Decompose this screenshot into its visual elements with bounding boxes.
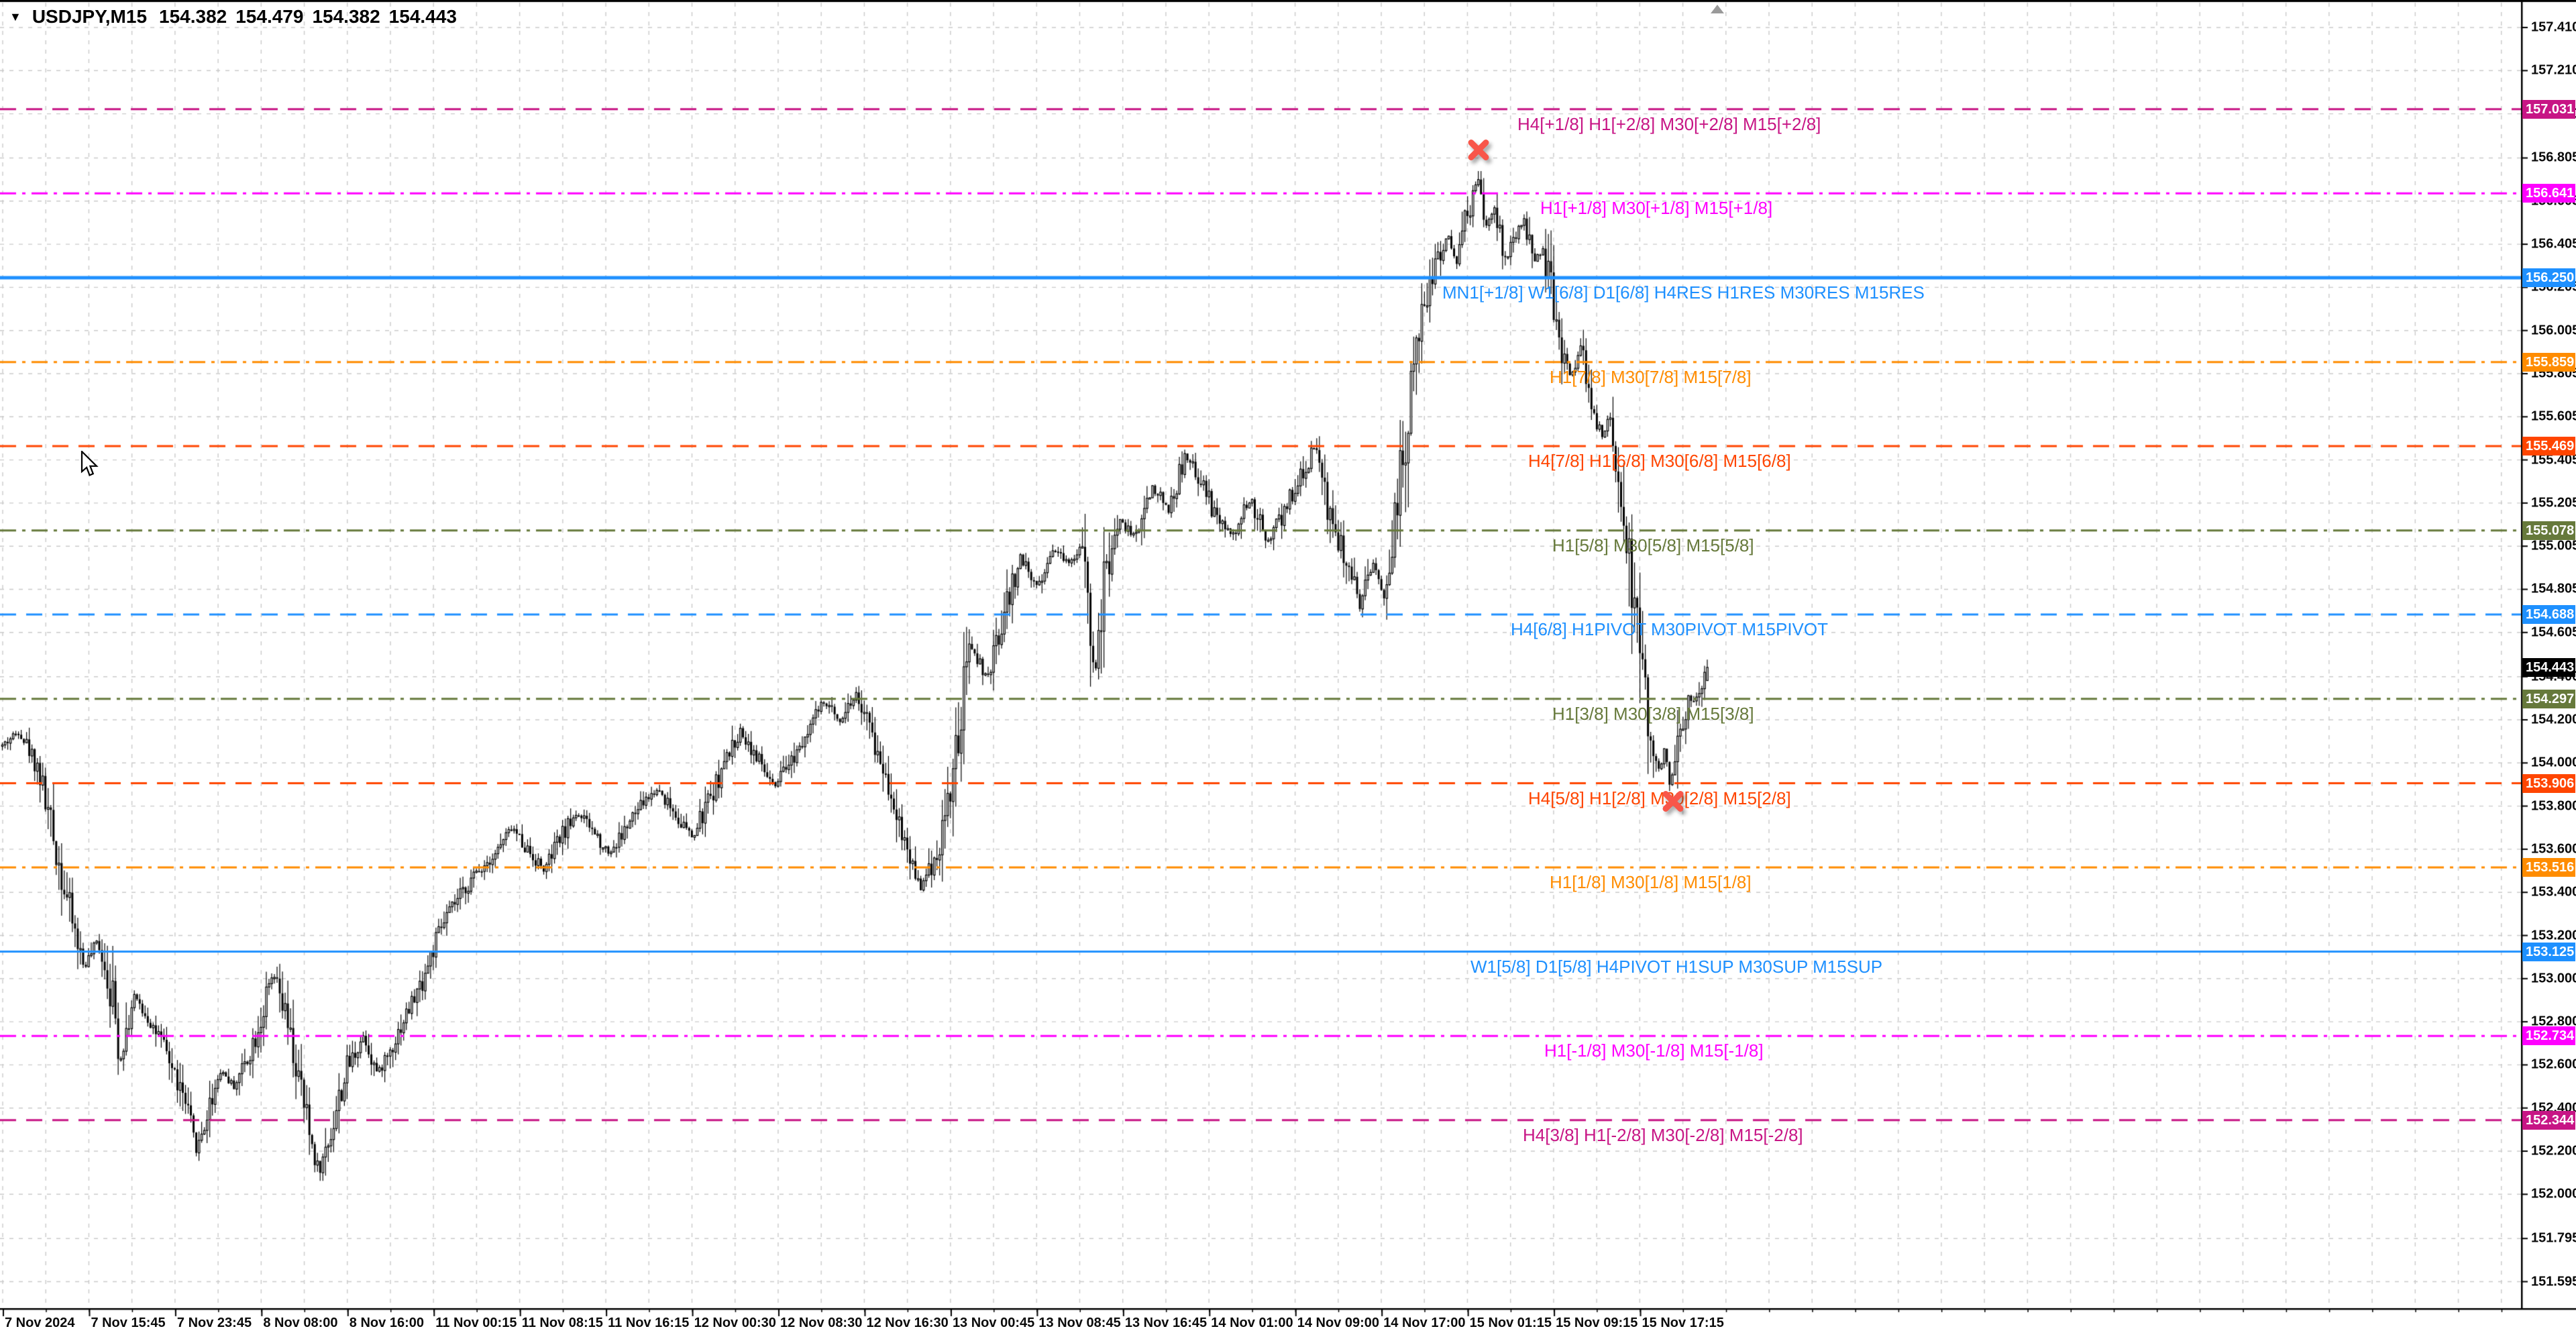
ohlc-low: 154.382 xyxy=(312,6,380,27)
price-tick-label: 155.005 xyxy=(2531,538,2576,553)
time-tick-label: 11 Nov 16:15 xyxy=(608,1316,690,1330)
time-tick-label: 14 Nov 17:00 xyxy=(1383,1316,1466,1330)
price-level-badge: 155.469 xyxy=(2522,437,2575,456)
price-tick-label: 155.205 xyxy=(2531,495,2576,511)
price-level-badge: 154.297 xyxy=(2522,689,2575,708)
time-tick-label: 14 Nov 09:00 xyxy=(1297,1316,1380,1330)
price-level-badge: 154.688 xyxy=(2522,605,2575,625)
time-tick-label: 11 Nov 00:15 xyxy=(435,1316,517,1330)
level-label: H4[3/8] H1[-2/8] M30[-2/8] M15[-2/8] xyxy=(1523,1124,1803,1145)
current-price-badge: 154.443 xyxy=(2522,657,2575,677)
price-level-badge: 153.906 xyxy=(2522,773,2575,793)
time-tick-label: 12 Nov 08:30 xyxy=(780,1316,863,1330)
price-level-badge: 152.734 xyxy=(2522,1026,2575,1046)
price-tick-label: 154.200 xyxy=(2531,712,2576,727)
level-label: H1[7/8] M30[7/8] M15[7/8] xyxy=(1550,366,1752,387)
time-tick-label: 12 Nov 16:30 xyxy=(866,1316,949,1330)
price-tick-label: 155.605 xyxy=(2531,409,2576,424)
level-label: H1[1/8] M30[1/8] M15[1/8] xyxy=(1550,871,1752,892)
price-tick-label: 154.000 xyxy=(2531,755,2576,770)
level-label: H4[7/8] H1[6/8] M30[6/8] M15[6/8] xyxy=(1528,451,1791,472)
time-tick-label: 13 Nov 16:45 xyxy=(1124,1316,1208,1330)
symbol-marker-icon: ▼ xyxy=(9,9,21,23)
price-level-badge: 155.078 xyxy=(2522,521,2575,540)
time-tick-label: 7 Nov 15:45 xyxy=(91,1316,166,1330)
price-tick-label: 157.410 xyxy=(2531,19,2576,35)
time-tick-label: 13 Nov 00:45 xyxy=(952,1316,1035,1330)
price-level-badge: 153.516 xyxy=(2522,857,2575,877)
price-tick-label: 153.000 xyxy=(2531,971,2576,986)
price-tick-label: 153.200 xyxy=(2531,928,2576,943)
price-tick-label: 153.600 xyxy=(2531,841,2576,857)
ohlc-open: 154.382 xyxy=(159,6,227,27)
price-tick-label: 156.005 xyxy=(2531,323,2576,338)
time-tick-label: 14 Nov 01:00 xyxy=(1211,1316,1293,1330)
level-label: H1[+1/8] M30[+1/8] M15[+1/8] xyxy=(1540,198,1773,219)
price-tick-label: 156.405 xyxy=(2531,236,2576,252)
level-label: MN1[+1/8] W1[6/8] D1[6/8] H4RES H1RES M3… xyxy=(1442,282,1925,303)
chart-title-overlay: ▼ USDJPY,M15 154.382 154.479 154.382 154… xyxy=(9,6,457,28)
time-tick-label: 15 Nov 01:15 xyxy=(1469,1316,1552,1330)
mouse-cursor xyxy=(80,449,99,481)
price-tick-label: 151.595 xyxy=(2531,1274,2576,1289)
level-label: H1[3/8] M30[3/8] M15[3/8] xyxy=(1552,703,1754,724)
price-level-badge: 157.031 xyxy=(2522,99,2575,119)
price-tick-label: 151.795 xyxy=(2531,1230,2576,1246)
time-tick-label: 13 Nov 08:45 xyxy=(1038,1316,1121,1330)
price-tick-label: 155.405 xyxy=(2531,452,2576,468)
sell-signal-icon[interactable] xyxy=(1661,790,1685,813)
price-level-badge: 153.125 xyxy=(2522,942,2575,961)
symbol-timeframe: USDJPY,M15 xyxy=(32,6,148,27)
price-level-badge: 155.859 xyxy=(2522,352,2575,372)
time-tick-label: 15 Nov 17:15 xyxy=(1642,1316,1724,1330)
price-tick-label: 152.000 xyxy=(2531,1186,2576,1201)
sell-signal-icon[interactable] xyxy=(1467,138,1491,162)
price-tick-label: 153.800 xyxy=(2531,798,2576,814)
time-tick-label: 7 Nov 23:45 xyxy=(176,1316,252,1330)
ohlc-close: 154.443 xyxy=(388,6,457,27)
time-tick-label: 15 Nov 09:15 xyxy=(1556,1316,1638,1330)
level-label: H1[-1/8] M30[-1/8] M15[-1/8] xyxy=(1544,1040,1764,1061)
level-label: H4[5/8] H1[2/8] M30[2/8] M15[2/8] xyxy=(1528,788,1791,808)
level-label: H1[5/8] M30[5/8] M15[5/8] xyxy=(1552,535,1754,555)
level-label: H4[6/8] H1PIVOT M30PIVOT M15PIVOT xyxy=(1511,619,1828,640)
price-tick-label: 157.210 xyxy=(2531,62,2576,78)
price-level-badge: 156.641 xyxy=(2522,184,2575,203)
price-tick-label: 156.805 xyxy=(2531,150,2576,165)
time-tick-label: 11 Nov 08:15 xyxy=(521,1316,603,1330)
price-level-badge: 156.250 xyxy=(2522,268,2575,287)
level-label: H4[+1/8] H1[+2/8] M30[+2/8] M15[+2/8] xyxy=(1517,113,1821,134)
time-tick-label: 8 Nov 08:00 xyxy=(263,1316,338,1330)
price-tick-label: 153.400 xyxy=(2531,884,2576,900)
ohlc-high: 154.479 xyxy=(235,6,304,27)
level-label: W1[5/8] D1[5/8] H4PIVOT H1SUP M30SUP M15… xyxy=(1470,956,1883,977)
price-tick-label: 152.200 xyxy=(2531,1143,2576,1159)
price-tick-label: 152.600 xyxy=(2531,1057,2576,1072)
price-level-badge: 152.344 xyxy=(2522,1110,2575,1130)
time-tick-label: 8 Nov 16:00 xyxy=(349,1316,424,1330)
time-tick-label: 12 Nov 00:30 xyxy=(694,1316,776,1330)
price-tick-label: 154.805 xyxy=(2531,581,2576,596)
price-tick-label: 154.605 xyxy=(2531,625,2576,640)
chart-shift-marker[interactable] xyxy=(1711,5,1724,13)
price-tick-label: 152.800 xyxy=(2531,1014,2576,1029)
time-tick-label: 7 Nov 2024 xyxy=(5,1316,75,1330)
